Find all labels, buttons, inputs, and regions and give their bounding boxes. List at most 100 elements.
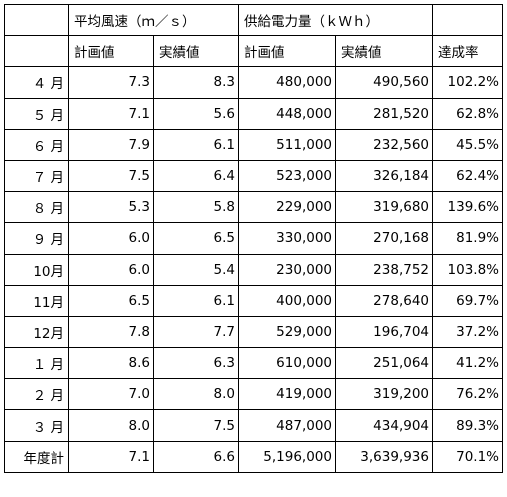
month-label: ６ 月 (4, 128, 69, 161)
month-label: ５ 月 (4, 97, 69, 130)
total-rate: 70.1% (432, 440, 503, 473)
rate-cell: 41.2% (432, 347, 503, 380)
wind-plan-cell: 6.0 (68, 222, 154, 255)
month-label: １ 月 (4, 347, 69, 380)
table-row: ２ 月 7.0 8.0 419,000 319,200 76.2% (4, 378, 503, 411)
wind-actual-cell: 5.4 (153, 253, 239, 286)
power-plan-cell: 419,000 (238, 378, 336, 411)
month-label: ２ 月 (4, 378, 69, 411)
wind-plan-cell: 7.0 (68, 378, 154, 411)
table-row: ６ 月 7.9 6.1 511,000 232,560 45.5% (4, 128, 503, 161)
power-plan-cell: 511,000 (238, 128, 336, 161)
wind-plan-cell: 6.0 (68, 253, 154, 286)
rate-cell: 103.8% (432, 253, 503, 286)
header-row-group: 平均風速（ｍ／ｓ） 供給電力量（ｋＷｈ） (4, 3, 503, 37)
total-label: 年度計 (4, 440, 69, 473)
wind-plan-cell: 5.3 (68, 191, 154, 224)
wind-plan-cell: 8.0 (68, 409, 154, 442)
wind-actual-cell: 6.1 (153, 128, 239, 161)
wind-power-table: 平均風速（ｍ／ｓ） 供給電力量（ｋＷｈ） 計画値 実績値 計画値 実績値 達成率… (4, 3, 503, 473)
month-label: ８ 月 (4, 191, 69, 224)
wind-plan-cell: 8.6 (68, 347, 154, 380)
power-actual-cell: 278,640 (335, 284, 433, 317)
wind-plan-cell: 7.9 (68, 128, 154, 161)
power-actual-cell: 319,680 (335, 191, 433, 224)
wind-plan-cell: 7.1 (68, 97, 154, 130)
table-row: ８ 月 5.3 5.8 229,000 319,680 139.6% (4, 191, 503, 224)
table-row: １ 月 8.6 6.3 610,000 251,064 41.2% (4, 347, 503, 380)
wind-actual-cell: 6.4 (153, 159, 239, 193)
power-actual-cell: 251,064 (335, 347, 433, 380)
rate-cell: 37.2% (432, 315, 503, 349)
month-label: 10月 (4, 253, 69, 286)
power-actual-cell: 281,520 (335, 97, 433, 130)
power-plan-cell: 480,000 (238, 66, 336, 99)
power-actual-header: 実績値 (335, 35, 433, 68)
wind-actual-cell: 5.8 (153, 191, 239, 224)
wind-plan-cell: 7.3 (68, 66, 154, 99)
wind-plan-cell: 6.5 (68, 284, 154, 317)
month-label: ９ 月 (4, 222, 69, 255)
wind-plan-cell: 7.5 (68, 159, 154, 193)
month-label: ４ 月 (4, 66, 69, 99)
power-actual-cell: 319,200 (335, 378, 433, 411)
wind-actual-header: 実績値 (153, 35, 239, 68)
power-plan-cell: 230,000 (238, 253, 336, 286)
corner-cell (4, 3, 69, 37)
wind-actual-cell: 8.3 (153, 66, 239, 99)
table-row: ４ 月 7.3 8.3 480,000 490,560 102.2% (4, 66, 503, 99)
wind-plan-header: 計画値 (68, 35, 154, 68)
data-rows: ４ 月 7.3 8.3 480,000 490,560 102.2% ５ 月 7.1 5.6 44… (4, 66, 503, 442)
power-actual-cell: 434,904 (335, 409, 433, 442)
power-plan-cell: 487,000 (238, 409, 336, 442)
power-plan-cell: 610,000 (238, 347, 336, 380)
rate-cell: 81.9% (432, 222, 503, 255)
month-header (4, 35, 69, 68)
wind-plan-cell: 7.8 (68, 315, 154, 349)
power-supply-group-header: 供給電力量（ｋＷｈ） (238, 3, 433, 37)
table-row: 11月 6.5 6.1 400,000 278,640 69.7% (4, 284, 503, 317)
rate-cell: 62.8% (432, 97, 503, 130)
table-row: ９ 月 6.0 6.5 330,000 270,168 81.9% (4, 222, 503, 255)
total-row: 年度計 7.1 6.6 5,196,000 3,639,936 70.1% (4, 440, 503, 473)
table-row: ７ 月 7.5 6.4 523,000 326,184 62.4% (4, 159, 503, 193)
power-plan-cell: 330,000 (238, 222, 336, 255)
power-actual-cell: 490,560 (335, 66, 433, 99)
table-row: ５ 月 7.1 5.6 448,000 281,520 62.8% (4, 97, 503, 130)
achievement-rate-header: 達成率 (432, 35, 503, 68)
wind-actual-cell: 7.5 (153, 409, 239, 442)
month-label: ３ 月 (4, 409, 69, 442)
rate-cell: 69.7% (432, 284, 503, 317)
wind-speed-group-header: 平均風速（ｍ／ｓ） (68, 3, 239, 37)
rate-cell: 139.6% (432, 191, 503, 224)
total-power-plan: 5,196,000 (238, 440, 336, 473)
table-row: ３ 月 8.0 7.5 487,000 434,904 89.3% (4, 409, 503, 442)
wind-actual-cell: 6.1 (153, 284, 239, 317)
power-plan-cell: 523,000 (238, 159, 336, 193)
rate-cell: 76.2% (432, 378, 503, 411)
wind-actual-cell: 6.5 (153, 222, 239, 255)
power-plan-cell: 400,000 (238, 284, 336, 317)
rate-header-top (432, 3, 503, 37)
table-row: 10月 6.0 5.4 230,000 238,752 103.8% (4, 253, 503, 286)
power-plan-cell: 448,000 (238, 97, 336, 130)
month-label: 12月 (4, 315, 69, 349)
total-power-actual: 3,639,936 (335, 440, 433, 473)
power-actual-cell: 270,168 (335, 222, 433, 255)
table-row: 12月 7.8 7.7 529,000 196,704 37.2% (4, 315, 503, 349)
month-label: 11月 (4, 284, 69, 317)
wind-actual-cell: 6.3 (153, 347, 239, 380)
header-row-sub: 計画値 実績値 計画値 実績値 達成率 (4, 35, 503, 68)
rate-cell: 102.2% (432, 66, 503, 99)
rate-cell: 89.3% (432, 409, 503, 442)
power-actual-cell: 326,184 (335, 159, 433, 193)
wind-actual-cell: 8.0 (153, 378, 239, 411)
power-plan-cell: 529,000 (238, 315, 336, 349)
wind-actual-cell: 7.7 (153, 315, 239, 349)
power-plan-cell: 229,000 (238, 191, 336, 224)
power-actual-cell: 196,704 (335, 315, 433, 349)
power-actual-cell: 238,752 (335, 253, 433, 286)
month-label: ７ 月 (4, 159, 69, 193)
total-wind-actual: 6.6 (153, 440, 239, 473)
total-wind-plan: 7.1 (68, 440, 154, 473)
